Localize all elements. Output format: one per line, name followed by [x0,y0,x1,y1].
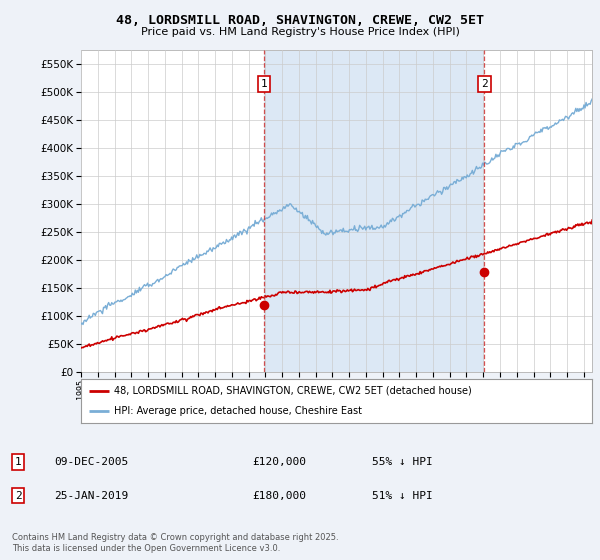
Text: 1: 1 [261,79,268,89]
Text: £180,000: £180,000 [252,491,306,501]
Text: £120,000: £120,000 [252,457,306,467]
Text: 48, LORDSMILL ROAD, SHAVINGTON, CREWE, CW2 5ET (detached house): 48, LORDSMILL ROAD, SHAVINGTON, CREWE, C… [114,386,472,396]
Text: Price paid vs. HM Land Registry's House Price Index (HPI): Price paid vs. HM Land Registry's House … [140,27,460,37]
Text: Contains HM Land Registry data © Crown copyright and database right 2025.
This d: Contains HM Land Registry data © Crown c… [12,533,338,553]
Bar [264,50,484,372]
Text: 2: 2 [481,79,488,89]
Text: 51% ↓ HPI: 51% ↓ HPI [372,491,433,501]
Text: 25-JAN-2019: 25-JAN-2019 [54,491,128,501]
Text: 1: 1 [14,457,22,467]
Text: 2: 2 [14,491,22,501]
Text: 55% ↓ HPI: 55% ↓ HPI [372,457,433,467]
Text: HPI: Average price, detached house, Cheshire East: HPI: Average price, detached house, Ches… [114,406,362,416]
Text: 09-DEC-2005: 09-DEC-2005 [54,457,128,467]
Text: 48, LORDSMILL ROAD, SHAVINGTON, CREWE, CW2 5ET: 48, LORDSMILL ROAD, SHAVINGTON, CREWE, C… [116,14,484,27]
